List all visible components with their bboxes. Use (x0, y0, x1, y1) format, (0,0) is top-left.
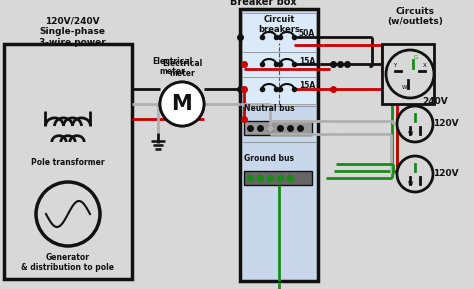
Text: W: W (408, 131, 414, 136)
Text: Electrical
meter: Electrical meter (162, 59, 202, 78)
Text: 15A: 15A (299, 57, 315, 66)
Text: W: W (408, 181, 414, 186)
Text: X: X (423, 63, 427, 68)
FancyBboxPatch shape (240, 9, 318, 281)
Text: Pole transformer: Pole transformer (31, 158, 105, 167)
Circle shape (397, 106, 433, 142)
Text: G: G (414, 55, 418, 60)
Text: Neutral bus: Neutral bus (244, 104, 295, 113)
Text: Y: Y (393, 63, 397, 68)
Text: 120V: 120V (433, 119, 459, 129)
Circle shape (160, 82, 204, 126)
Text: W: W (402, 85, 408, 90)
Circle shape (397, 156, 433, 192)
Bar (244, 171, 312, 185)
Text: Ground bus: Ground bus (244, 154, 294, 163)
Text: M: M (172, 94, 192, 114)
FancyBboxPatch shape (4, 44, 132, 279)
Text: 15A: 15A (299, 81, 315, 90)
FancyBboxPatch shape (242, 13, 316, 104)
Text: 120V: 120V (433, 170, 459, 179)
Text: Electrical
meter: Electrical meter (152, 57, 192, 76)
Text: Circuits
(w/outlets): Circuits (w/outlets) (387, 7, 443, 26)
Text: Circuit
breakers: Circuit breakers (258, 15, 300, 34)
Text: M: M (172, 94, 192, 114)
Circle shape (160, 82, 204, 126)
Text: Breaker box: Breaker box (230, 0, 297, 7)
FancyBboxPatch shape (382, 44, 434, 104)
Text: 240V: 240V (422, 97, 448, 107)
Text: Generator
& distribution to pole: Generator & distribution to pole (21, 253, 115, 273)
Text: 120V/240V
Single-phase
3-wire power: 120V/240V Single-phase 3-wire power (38, 17, 105, 47)
Text: 50A: 50A (299, 29, 315, 38)
Bar (244, 121, 312, 135)
Circle shape (386, 50, 434, 98)
